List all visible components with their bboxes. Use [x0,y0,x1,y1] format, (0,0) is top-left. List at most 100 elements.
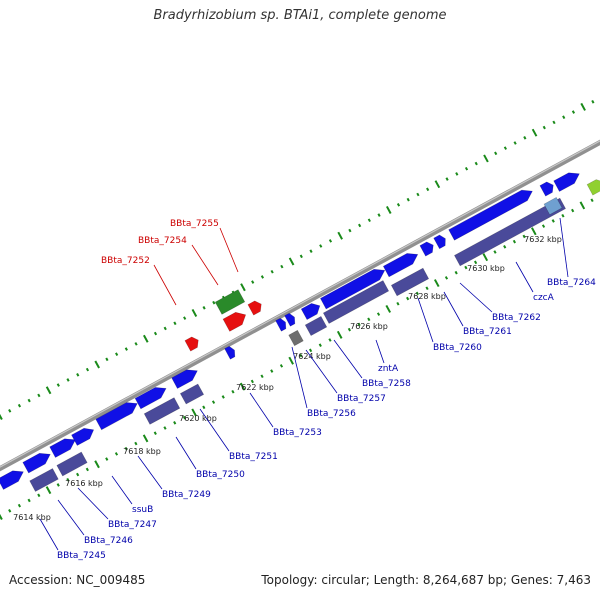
lower-tick-mark [396,301,400,306]
gene-label: BBta_7264 [547,278,596,288]
gene-label: BBta_7245 [57,551,106,561]
lower-tick-mark [561,213,565,218]
upper-tick-mark [591,99,595,104]
lower-tick-mark [8,509,12,513]
lower-tick-mark [415,291,419,296]
gene-label: BBta_7251 [229,452,278,462]
upper-tick-mark [434,180,441,189]
gene-label-leader [417,297,434,343]
lower-tick-mark [211,400,216,404]
upper-tick-mark [571,110,576,114]
upper-tick-mark [358,223,362,228]
upper-tick-mark [17,403,22,408]
lower-tick-mark [328,338,332,342]
scale-labels: 7614 kbp 7616 kbp 7618 kbp 7620 kbp 7622 kbp… [13,235,562,522]
upper-tick-mark [260,275,265,279]
lower-tick-mark [153,431,157,435]
lower-tick-mark [318,343,322,347]
upper-tick-mark [212,300,216,305]
lower-tick-mark [279,364,284,368]
scale-label: 7614 kbp [13,513,51,522]
lower-tick-mark [464,265,468,270]
lower-tick-mark [66,477,70,482]
upper-tick-mark [562,115,566,120]
gene-features [0,172,600,492]
upper-tick-mark [483,154,489,163]
gene-arrow-forward [284,312,296,327]
upper-tick-mark [406,197,410,202]
upper-tick-mark [115,352,119,356]
upper-tick-mark [377,213,381,217]
gene-label-leader [39,518,59,551]
lower-tick-mark [299,353,303,358]
gene-box-reverse [143,397,181,425]
gene-label-leader [219,227,239,273]
gene-label: BBta_7249 [162,490,211,500]
upper-tick-mark [523,136,527,140]
gene-label: czcA [533,293,555,303]
lower-tick-mark [357,322,361,327]
lower-tick-mark [191,408,197,417]
upper-tick-mark [37,393,41,398]
gene-arrow-forward [224,345,236,360]
lower-tick-mark [433,279,440,288]
gene-arrow-forward [382,253,419,278]
gene-labels: BBta_7255 BBta_7254 BBta_7252 BBta_7245 BBta… [39,217,596,561]
scale-label: 7628 kbp [408,292,446,301]
gene-box-reverse [29,468,59,492]
gene-box-reverse [179,383,205,405]
gene-arrow-forward [95,402,138,431]
lower-tick-mark [134,441,138,446]
upper-tick-mark [494,151,498,156]
lower-tick-mark [493,250,497,254]
gene-arrow-forward [539,181,554,197]
gene-arrow-forward [134,387,167,410]
gene-label-leader [77,487,109,520]
lower-tick-mark [347,327,352,332]
accession-text: Accession: NC_009485 [9,573,146,587]
gene-arrow-forward [49,438,76,458]
upper-tick-mark [45,386,52,395]
upper-tick-mark [153,331,158,336]
genome-summary-text: Topology: circular; Length: 8,264,687 bp… [261,573,591,587]
scale-label: 7622 kbp [236,383,274,392]
lower-tick-mark [105,457,109,461]
gene-label: BBta_7255 [170,219,219,229]
upper-tick-mark [105,357,109,362]
gene-label-leader [291,346,308,409]
upper-tick-mark [288,257,295,266]
upper-tick-mark [367,218,371,223]
lower-tick-mark [531,227,537,236]
lower-tick-mark [270,369,274,373]
gene-label-leader [175,436,197,470]
gene-label-leader [459,282,493,313]
lower-tick-mark [512,239,517,244]
lower-tick-mark [579,201,586,210]
lower-tick-mark [76,472,80,477]
gene-arrow-forward [319,268,386,310]
gene-box-grey [288,329,304,347]
gene-label: BBta_7253 [273,428,322,438]
lower-tick-mark [17,503,22,508]
lower-tick-mark [45,486,52,495]
lower-tick-mark [250,379,254,384]
gene-label-leader [199,408,230,452]
scale-label: 7626 kbp [350,322,388,331]
gene-label: BBta_7247 [108,520,157,530]
gene-arrow-forward [71,427,95,446]
upper-tick-mark [337,231,343,240]
upper-tick-mark [56,383,60,387]
gene-label: BBta_7260 [433,343,482,353]
lower-tick-mark [239,382,246,391]
lower-tick-mark [551,219,555,223]
gene-arrow-forward [275,317,287,332]
lower-tick-mark [503,245,507,249]
gene-box-reverse [322,280,390,324]
upper-tick-mark [270,269,274,274]
upper-tick-mark [396,203,401,207]
gene-arrow-forward [553,172,580,192]
upper-tick-mark [319,244,323,248]
gene-label-leader [249,392,274,428]
gene-arrow-forward [300,303,321,321]
